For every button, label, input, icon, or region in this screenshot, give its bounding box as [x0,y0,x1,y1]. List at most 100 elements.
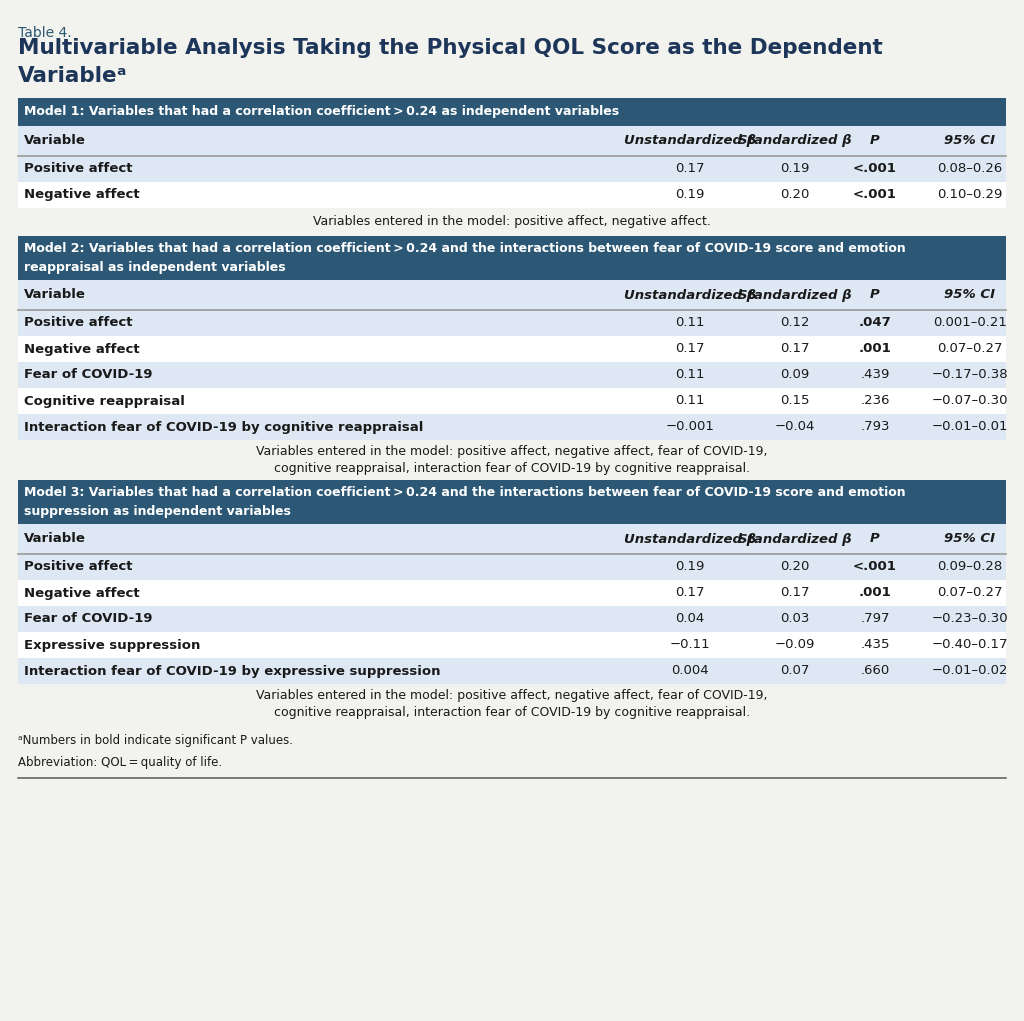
Text: Positive affect: Positive affect [24,561,132,574]
Text: Variable: Variable [24,135,86,147]
Text: ᵃNumbers in bold indicate significant P values.: ᵃNumbers in bold indicate significant P … [18,734,293,747]
Bar [18,236,1006,280]
Text: .797: .797 [860,613,890,626]
Text: 0.17: 0.17 [675,162,705,176]
Text: Fear of COVID-19: Fear of COVID-19 [24,613,153,626]
Text: <.001: <.001 [853,561,897,574]
Text: <.001: <.001 [853,189,897,201]
Text: Variable: Variable [24,289,86,301]
Text: Interaction fear of COVID-19 by expressive suppression: Interaction fear of COVID-19 by expressi… [24,665,440,678]
Text: P: P [870,135,880,147]
Text: Standardized β: Standardized β [738,533,852,545]
Bar [18,126,1006,156]
Text: .047: .047 [859,317,891,330]
Text: .435: .435 [860,638,890,651]
Text: 0.19: 0.19 [780,162,810,176]
Text: 0.11: 0.11 [675,369,705,382]
Text: 0.12: 0.12 [780,317,810,330]
Text: Positive affect: Positive affect [24,162,132,176]
Text: 0.11: 0.11 [675,394,705,407]
Text: Table 4.: Table 4. [18,26,72,40]
Text: Model 3: Variables that had a correlation coefficient > 0.24 and the interaction: Model 3: Variables that had a correlatio… [24,486,905,499]
Text: 0.10–0.29: 0.10–0.29 [937,189,1002,201]
Bar [18,362,1006,388]
Bar [18,336,1006,362]
Text: Model 1: Variables that had a correlation coefficient > 0.24 as independent vari: Model 1: Variables that had a correlatio… [24,105,620,118]
Bar [18,182,1006,208]
Text: Unstandardized β: Unstandardized β [624,135,756,147]
Bar [18,554,1006,580]
Text: −0.09: −0.09 [775,638,815,651]
Text: Unstandardized β: Unstandardized β [624,289,756,301]
Text: 95% CI: 95% CI [944,289,995,301]
Bar [18,658,1006,684]
Text: Variable: Variable [24,533,86,545]
Text: Interaction fear of COVID-19 by cognitive reappraisal: Interaction fear of COVID-19 by cognitiv… [24,421,423,434]
Text: 0.08–0.26: 0.08–0.26 [937,162,1002,176]
Text: 0.07–0.27: 0.07–0.27 [937,342,1002,355]
Text: Standardized β: Standardized β [738,289,852,301]
Text: .660: .660 [860,665,890,678]
Bar [18,156,1006,182]
Text: 0.04: 0.04 [676,613,705,626]
Text: 0.20: 0.20 [780,561,810,574]
Text: −0.01–0.01: −0.01–0.01 [932,421,1009,434]
Text: −0.23–0.30: −0.23–0.30 [932,613,1009,626]
Text: 95% CI: 95% CI [944,533,995,545]
Text: −0.04: −0.04 [775,421,815,434]
Text: 0.17: 0.17 [675,342,705,355]
Text: 0.20: 0.20 [780,189,810,201]
Bar [18,524,1006,554]
Text: Negative affect: Negative affect [24,342,139,355]
Text: Multivariable Analysis Taking the Physical QOL Score as the Dependent: Multivariable Analysis Taking the Physic… [18,38,883,58]
Text: P: P [870,289,880,301]
Text: 0.19: 0.19 [675,561,705,574]
Text: 0.004: 0.004 [671,665,709,678]
Bar [18,388,1006,414]
Text: 0.07–0.27: 0.07–0.27 [937,586,1002,599]
Text: .236: .236 [860,394,890,407]
Text: Expressive suppression: Expressive suppression [24,638,201,651]
Bar [18,280,1006,310]
Text: 0.19: 0.19 [675,189,705,201]
Text: 0.17: 0.17 [780,342,810,355]
Text: <.001: <.001 [853,162,897,176]
Text: 0.17: 0.17 [780,586,810,599]
Text: −0.07–0.30: −0.07–0.30 [932,394,1009,407]
Text: −0.001: −0.001 [666,421,715,434]
Bar [18,480,1006,524]
Text: Variables entered in the model: positive affect, negative affect, fear of COVID-: Variables entered in the model: positive… [256,689,768,702]
Text: cognitive reappraisal, interaction fear of COVID-19 by cognitive reappraisal.: cognitive reappraisal, interaction fear … [274,707,750,720]
Text: 0.03: 0.03 [780,613,810,626]
Text: Variableᵃ: Variableᵃ [18,66,128,86]
Text: .439: .439 [860,369,890,382]
Text: 0.17: 0.17 [675,586,705,599]
Text: cognitive reappraisal, interaction fear of COVID-19 by cognitive reappraisal.: cognitive reappraisal, interaction fear … [274,463,750,476]
Text: 0.001–0.21: 0.001–0.21 [933,317,1007,330]
Bar [18,414,1006,440]
Text: −0.40–0.17: −0.40–0.17 [932,638,1009,651]
Text: .001: .001 [859,342,891,355]
Bar [18,606,1006,632]
Text: 0.15: 0.15 [780,394,810,407]
Text: Variables entered in the model: positive affect, negative affect, fear of COVID-: Variables entered in the model: positive… [256,445,768,458]
Text: Abbreviation: QOL = quality of life.: Abbreviation: QOL = quality of life. [18,756,222,769]
Bar [18,632,1006,658]
Text: Negative affect: Negative affect [24,586,139,599]
Text: .793: .793 [860,421,890,434]
Text: P: P [870,533,880,545]
Text: 0.11: 0.11 [675,317,705,330]
Text: −0.17–0.38: −0.17–0.38 [932,369,1009,382]
Text: 95% CI: 95% CI [944,135,995,147]
Text: −0.01–0.02: −0.01–0.02 [932,665,1009,678]
Text: Model 2: Variables that had a correlation coefficient > 0.24 and the interaction: Model 2: Variables that had a correlatio… [24,242,906,255]
Text: Fear of COVID-19: Fear of COVID-19 [24,369,153,382]
Text: reappraisal as independent variables: reappraisal as independent variables [24,261,286,275]
Text: suppression as independent variables: suppression as independent variables [24,505,291,519]
Text: Positive affect: Positive affect [24,317,132,330]
Text: .001: .001 [859,586,891,599]
Text: Unstandardized β: Unstandardized β [624,533,756,545]
Text: 0.09: 0.09 [780,369,810,382]
Text: 0.07: 0.07 [780,665,810,678]
Text: Cognitive reappraisal: Cognitive reappraisal [24,394,185,407]
